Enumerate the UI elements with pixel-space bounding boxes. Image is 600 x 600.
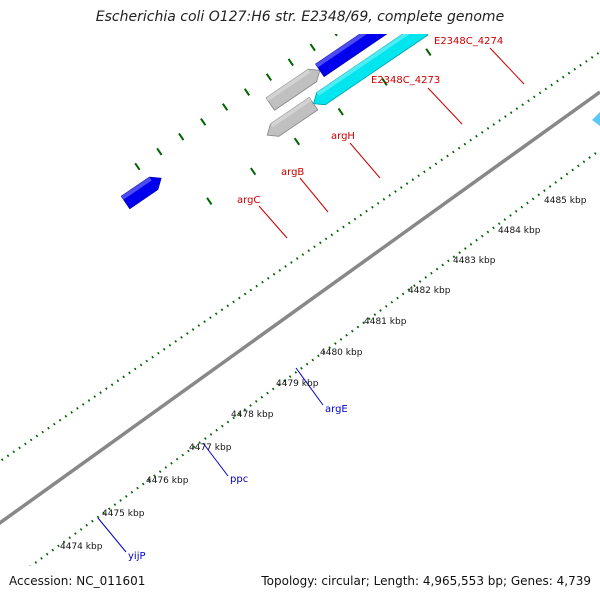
gene-left-edge [120,176,162,210]
gene-argE-neighbor-body [426,0,469,2]
inner-major-tick [470,19,474,26]
outer-major-tick [309,43,316,52]
kbp-label: 4477 kbp [189,443,232,453]
kbp-label: 4480 kbp [320,348,363,358]
gene-label-ppc[interactable]: ppc [230,474,248,485]
leader-e2348c-4274 [489,47,525,85]
gene-argE-neighbor [426,0,469,2]
gene-yijP-neighbor [265,68,321,111]
kbp-label: 4474 kbp [60,542,103,552]
inner-major-tick [206,197,213,206]
outer-major-tick [156,147,163,156]
outer-major-tick [178,132,185,141]
gene-argE-highlight [436,0,481,15]
accession-text: Accession: NC_011601 [9,574,146,588]
gene-ppc-highlight [316,34,410,96]
leader-argB [299,177,329,213]
label-leaders [97,47,525,553]
gene-ppc-neighbor-highlight [315,34,368,68]
outer-major-tick [221,103,229,111]
outer-major-tick [334,34,338,37]
leader-argE [295,367,324,406]
outer-major-tick [200,117,207,126]
gene-yijP-neighbor-body [265,68,321,111]
gene-argE [433,0,488,24]
gene-left-edge-body [120,176,162,210]
gene-ppc-body [313,34,429,106]
gene-label-argE[interactable]: argE [325,404,348,415]
gene-labels: argC argB argH E2348C_4273 E2348C_4274 a… [128,36,503,562]
kbp-label: 4476 kbp [146,476,189,486]
outer-major-tick [376,0,380,6]
gene-label-e2348c-4273[interactable]: E2348C_4273 [371,75,440,86]
gene-left-edge-highlight [121,177,152,200]
outer-major-tick [265,73,272,82]
kbp-ticks [134,0,474,206]
kbp-label: 4484 kbp [498,226,541,236]
kbp-label: 4479 kbp [276,379,319,389]
gene-argE-body [433,0,488,24]
kbp-label: 4475 kbp [102,509,145,519]
gene-ppc [313,34,429,106]
inner-major-tick [425,48,432,57]
edge-marker [592,112,600,126]
kbp-label: 4478 kbp [231,410,274,420]
leader-e2348c-4273 [427,87,463,125]
gene-yijP [266,96,319,137]
gene-ppc-neighbor-body [315,34,388,78]
gene-yijP-neighbor-highlight [266,69,311,102]
backbone-line [0,90,600,525]
leader-argH [349,142,381,179]
outer-major-tick [243,88,251,96]
gene-ppc-neighbor [315,34,388,78]
leader-ppc [202,442,229,477]
kbp-label: 4483 kbp [453,256,496,266]
gene-label-argB[interactable]: argB [281,167,304,178]
map-title: Escherichia coli O127:H6 str. E2348/69, … [95,9,505,25]
gene-label-argC[interactable]: argC [237,195,260,206]
kbp-labels: 4474 kbp 4475 kbp 4476 kbp 4477 kbp 4478… [60,196,587,552]
gene-features [120,0,600,210]
gene-label-e2348c-4274[interactable]: E2348C_4274 [434,36,503,47]
kbp-label: 4481 kbp [364,317,407,327]
gene-label-yijP[interactable]: yijP [128,551,146,562]
inner-major-tick [381,78,388,86]
outer-major-tick [287,58,294,67]
kbp-label: 4482 kbp [408,286,451,296]
inner-major-tick [337,107,344,116]
leader-argC [258,205,288,239]
inner-major-tick [250,167,257,176]
leader-yijP [97,517,127,553]
gene-yijP-highlight [270,97,312,128]
inner-major-tick [293,137,301,146]
outer-major-tick [134,162,141,171]
kbp-label: 4485 kbp [544,196,587,206]
gene-label-argH[interactable]: argH [331,131,355,142]
genome-stats-text: Topology: circular; Length: 4,965,553 bp… [261,574,591,588]
outer-major-tick [354,14,358,21]
